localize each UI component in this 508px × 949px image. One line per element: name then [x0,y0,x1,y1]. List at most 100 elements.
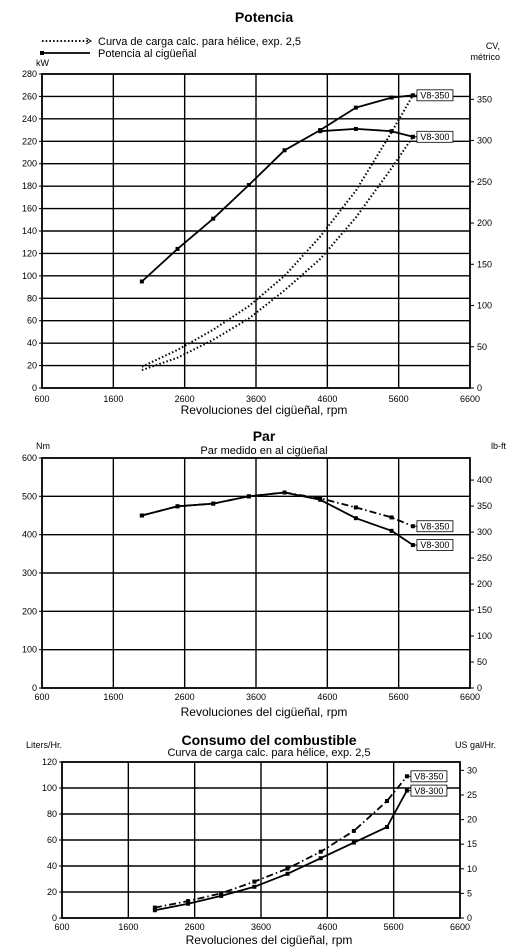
y-right-tick-label: 0 [467,913,472,923]
series-line-v8-350-dashdot [141,491,414,528]
y-right-tick-label: 20 [467,815,477,825]
series-tag-label: V8-350 [414,772,443,782]
y-axis-left-unit: Liters/Hr. [26,740,62,750]
y-tick-label: 120 [22,248,37,258]
data-point [219,893,224,898]
y-right-tick-label: 25 [467,790,477,800]
legend-label: Curva de carga calc. para hélice, exp. 2… [98,36,301,48]
data-point [353,105,358,110]
y-tick-label: 40 [47,861,57,871]
data-point [175,504,180,509]
y-tick-label: 20 [47,887,57,897]
y-tick-label: 400 [22,530,37,540]
chart-subtitle: Curva de carga calc. para hélice, exp. 2… [167,747,370,759]
data-point [389,95,394,100]
data-point [318,129,323,134]
data-point [385,825,390,829]
data-point [139,279,144,284]
y-tick-label: 240 [22,114,37,124]
y-right-tick-label: 350 [477,501,492,511]
y-tick-label: 80 [47,809,57,819]
y-tick-label: 40 [27,338,37,348]
y-tick-label: 120 [42,757,57,767]
y-tick-label: 80 [27,293,37,303]
chart-title: Potencia [235,9,294,25]
x-tick-label: 600 [54,922,69,932]
data-point [285,866,290,871]
x-tick-label: 1600 [103,394,123,404]
y-right-tick-label: 200 [477,218,492,228]
legend-marker [40,51,44,55]
x-tick-label: 3600 [246,394,266,404]
x-tick-label: 600 [34,394,49,404]
y-tick-label: 300 [22,568,37,578]
y-tick-label: 160 [22,204,37,214]
y-right-tick-label: 5 [467,888,472,898]
x-tick-label: 3600 [246,692,266,702]
data-point [318,856,323,861]
y-tick-label: 260 [22,91,37,101]
chart-1: Potencia kW CV, métrico 0 20 40 60 80 100 120 140 16… [22,9,500,417]
y-tick-label: 180 [22,181,37,191]
y-tick-label: 500 [22,491,37,501]
series-tag-label: V8-300 [420,132,449,142]
y-axis-right-unit: lb-ft [491,441,507,451]
y-tick-label: 0 [52,913,57,923]
y-axis-left-unit: Nm [36,441,50,451]
x-tick-label: 1600 [103,692,123,702]
data-point [318,497,323,502]
data-point [351,828,356,833]
y-tick-label: 60 [47,835,57,845]
series-line-v8-300-dotted [141,136,414,372]
series-line-v8-300-solid [141,491,414,546]
x-tick-label: 4600 [317,922,337,932]
y-tick-label: 200 [22,606,37,616]
data-point [211,501,216,506]
series-line-v8-350-dotted [141,94,414,368]
y-tick-label: 20 [27,361,37,371]
data-point [211,216,216,221]
y-tick-label: 100 [22,645,37,655]
y-right-tick-label: 300 [477,527,492,537]
data-point [285,871,290,876]
y-tick-label: 280 [22,69,37,79]
y-tick-label: 140 [22,226,37,236]
y-right-tick-label: 250 [477,553,492,563]
y-axis-left-unit: kW [36,58,50,68]
x-tick-label: 600 [34,692,49,702]
legend-arrow [85,37,92,45]
data-point [186,899,191,904]
y-right-tick-label: 400 [477,475,492,485]
series-tag-box [416,89,454,102]
data-point [219,891,224,896]
series-tag-box [410,770,448,783]
y-right-tick-label: 350 [477,94,492,104]
y-tick-label: 0 [32,383,37,393]
data-point [389,515,394,520]
chart-title: Par [253,428,276,444]
x-axis-label: Revoluciones del cigüeñal, rpm [181,403,348,417]
y-right-tick-label: 100 [477,631,492,641]
y-right-tick-label: 30 [467,765,477,775]
legend-label: Potencia al cigüeñal [98,48,196,60]
series-tag-box [416,130,454,143]
chart-subtitle: Par medido en al cigüeñal [200,445,327,457]
y-right-tick-label: 150 [477,259,492,269]
data-point [186,901,191,906]
series-tag-box [416,520,454,533]
x-tick-label: 4600 [317,394,337,404]
series-line-v8-300-solid [320,127,414,138]
y-right-tick-label: 100 [477,301,492,311]
y-right-tick-label: 0 [477,383,482,393]
y-right-tick-label: 10 [467,864,477,874]
x-tick-label: 4600 [317,692,337,702]
x-tick-label: 2600 [175,692,195,702]
y-right-tick-label: 50 [477,657,487,667]
x-tick-label: 6600 [460,692,480,702]
y-axis-right-unit: CV, métrico [470,41,500,62]
y-right-tick-label: 300 [477,136,492,146]
x-tick-label: 6600 [460,394,480,404]
y-right-tick-label: 200 [477,579,492,589]
